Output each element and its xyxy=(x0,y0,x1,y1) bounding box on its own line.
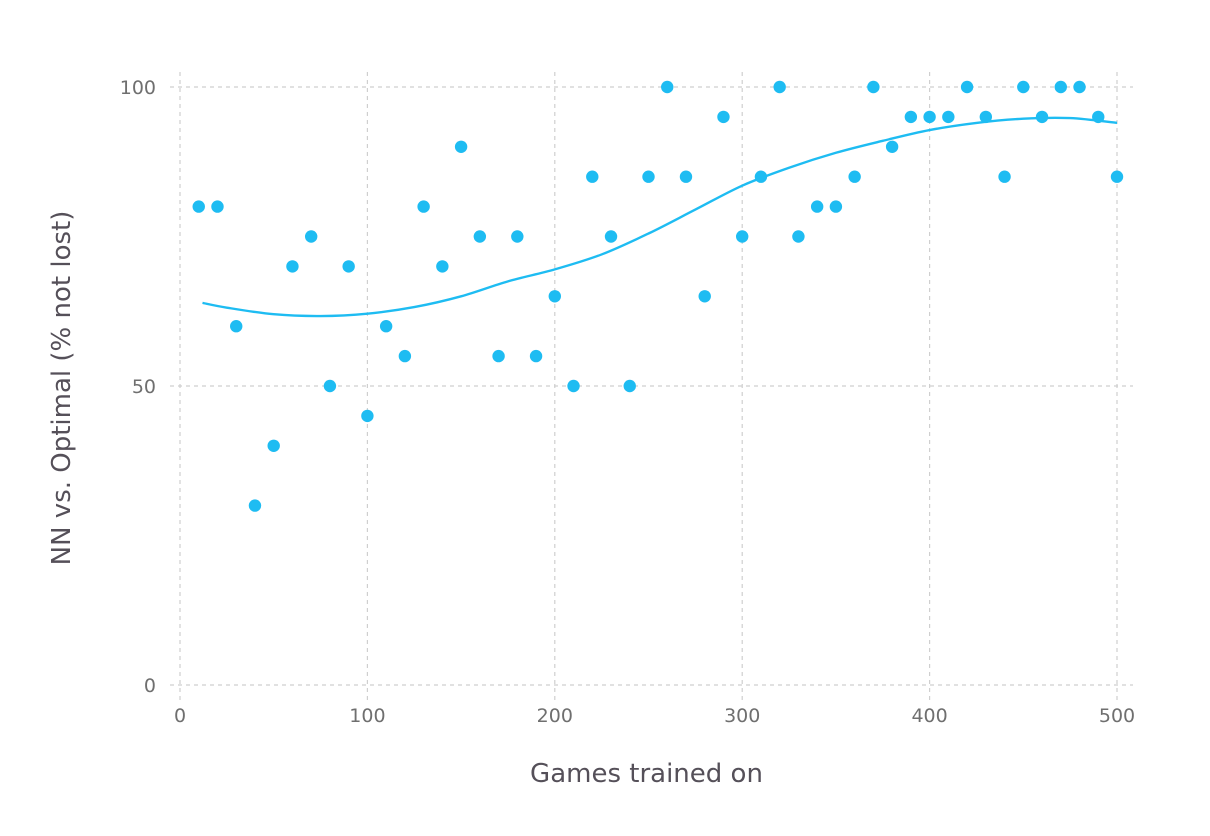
grid-lines xyxy=(170,72,1133,700)
data-point xyxy=(548,290,561,303)
data-point xyxy=(473,230,487,243)
y-tick-label: 0 xyxy=(144,675,156,697)
data-point xyxy=(529,349,543,363)
data-point xyxy=(960,80,974,94)
data-point xyxy=(904,110,918,124)
x-tick-label: 100 xyxy=(349,705,385,727)
data-point xyxy=(379,320,393,333)
data-point xyxy=(679,170,693,183)
data-point xyxy=(736,230,749,243)
data-point xyxy=(998,170,1011,183)
data-point xyxy=(1073,80,1086,94)
data-point xyxy=(492,349,505,363)
data-point xyxy=(248,499,262,512)
data-point xyxy=(867,80,880,94)
data-point xyxy=(454,140,468,153)
data-point xyxy=(848,170,861,183)
y-tick-label: 50 xyxy=(132,376,156,398)
data-point xyxy=(586,170,599,183)
data-point xyxy=(979,110,993,124)
data-point xyxy=(304,230,318,243)
data-point xyxy=(642,170,655,183)
data-point xyxy=(1017,80,1030,94)
x-tick-label: 400 xyxy=(911,705,947,727)
data-point xyxy=(829,200,843,213)
data-point xyxy=(192,200,205,213)
data-point xyxy=(323,379,337,393)
data-point xyxy=(1092,110,1105,124)
data-point xyxy=(436,260,449,273)
y-tick-label: 100 xyxy=(120,77,156,99)
data-point xyxy=(1054,80,1067,94)
data-point xyxy=(511,230,524,243)
data-point xyxy=(398,349,412,363)
data-point xyxy=(286,260,299,273)
data-point xyxy=(698,290,711,303)
data-point xyxy=(1035,110,1049,124)
data-points xyxy=(192,80,1124,512)
data-point xyxy=(810,200,824,213)
data-point xyxy=(717,110,730,124)
data-point xyxy=(623,379,636,393)
data-point xyxy=(342,260,355,273)
x-tick-label: 300 xyxy=(724,705,760,727)
data-point xyxy=(923,110,936,124)
data-point xyxy=(604,230,618,243)
data-point xyxy=(267,439,280,452)
data-point xyxy=(361,409,374,423)
trend-line-group xyxy=(202,116,1118,318)
data-point xyxy=(230,320,243,333)
trend-line xyxy=(202,116,1118,318)
x-axis-title: Games trained on xyxy=(530,759,763,789)
data-point xyxy=(417,200,430,213)
data-point xyxy=(885,140,899,153)
data-point xyxy=(754,170,768,183)
x-tick-label: 200 xyxy=(537,705,573,727)
data-point xyxy=(211,200,224,213)
data-point xyxy=(792,230,805,243)
x-tick-label: 0 xyxy=(174,705,186,727)
data-point xyxy=(1110,170,1124,183)
data-point xyxy=(567,379,580,393)
x-tick-label: 500 xyxy=(1099,705,1135,727)
tick-labels: 0 100 200 300 400 500 0 50 100 xyxy=(120,77,1135,727)
data-point xyxy=(661,80,674,94)
y-axis-title: NN vs. Optimal (% not lost) xyxy=(47,211,77,566)
data-point xyxy=(942,110,955,124)
data-point xyxy=(773,80,786,94)
